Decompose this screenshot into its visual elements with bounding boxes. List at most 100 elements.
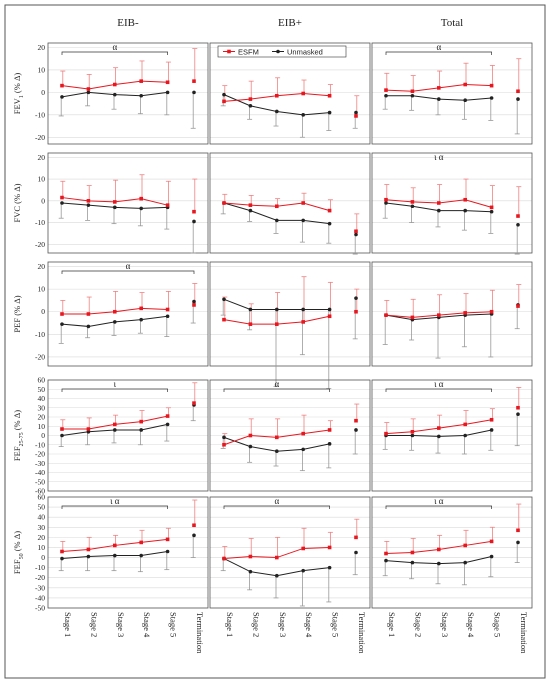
unmasked-point: [384, 558, 388, 563]
unmasked-point: [327, 221, 332, 226]
y-tick-label: -30: [35, 583, 45, 592]
esfm-point: [113, 422, 117, 427]
unmasked-point: [275, 109, 279, 114]
esfm-point: [222, 99, 226, 104]
esfm-point: [301, 431, 305, 436]
unmasked-point: [222, 297, 226, 302]
esfm-point: [192, 209, 196, 214]
esfm-point: [139, 79, 143, 83]
unmasked-point: [113, 92, 117, 97]
y-tick-label: 0: [41, 553, 45, 562]
y-tick-label: -10: [35, 218, 45, 227]
y-tick-label: -40: [35, 468, 45, 477]
esfm-point: [222, 442, 226, 447]
unmasked-point: [327, 565, 332, 570]
panel-frame: [371, 42, 533, 145]
y-tick-label: 10: [38, 422, 46, 431]
significance-label: ι α: [434, 496, 444, 506]
panel-frame: [209, 496, 371, 609]
y-tick-label: -20: [35, 450, 45, 459]
esfm-point: [463, 422, 467, 427]
unmasked-point: [489, 554, 494, 559]
esfm-point: [437, 547, 441, 552]
unmasked-point: [463, 98, 468, 103]
unmasked-point: [139, 317, 143, 322]
esfm-point: [275, 93, 279, 98]
esfm-point: [165, 537, 170, 542]
unmasked-point: [165, 549, 170, 554]
y-tick-label: 20: [38, 153, 46, 162]
unmasked-point: [86, 430, 91, 434]
unmasked-point: [192, 533, 196, 538]
esfm-point: [410, 430, 415, 434]
unmasked-point: [354, 296, 358, 300]
panel-frame: [371, 261, 533, 367]
unmasked-point: [516, 412, 520, 417]
esfm-point: [248, 322, 253, 326]
x-tick-label: Stage 5: [493, 612, 503, 637]
unmasked-point: [60, 556, 64, 561]
esfm-point: [489, 539, 494, 544]
significance-bracket: [385, 388, 492, 392]
legend-esfm-marker: [227, 49, 231, 54]
significance-label: α: [126, 261, 131, 271]
unmasked-point: [139, 93, 143, 98]
unmasked-point: [113, 428, 117, 432]
y-tick-label: -50: [35, 477, 45, 486]
esfm-point: [86, 199, 91, 203]
esfm-point: [192, 523, 196, 528]
y-axis-label: FVC (% Δ): [12, 183, 22, 222]
significance-label: ι: [114, 379, 117, 389]
esfm-point: [86, 312, 91, 316]
significance-label: α: [436, 42, 441, 52]
esfm-point: [165, 80, 170, 85]
y-tick-label: 10: [38, 175, 46, 184]
panel-frame: [47, 261, 209, 367]
y-axis-label: FEF50 (% Δ): [12, 531, 25, 574]
y-axis-label: FEF25-75 (% Δ): [12, 410, 25, 461]
unmasked-point: [463, 560, 468, 565]
unmasked-point: [516, 97, 520, 101]
y-tick-label: 20: [38, 533, 46, 542]
unmasked-point: [275, 218, 279, 223]
unmasked-point: [248, 208, 253, 213]
esfm-point: [139, 196, 143, 201]
esfm-point: [248, 433, 253, 438]
esfm-point: [222, 556, 226, 561]
y-tick-label: 20: [38, 43, 46, 52]
y-tick-label: -10: [35, 440, 45, 449]
unmasked-point: [384, 93, 388, 98]
esfm-point: [113, 82, 117, 87]
x-tick-label: Termination: [195, 612, 205, 654]
y-tick-label: 0: [41, 307, 45, 316]
esfm-point: [165, 414, 170, 418]
unmasked-point: [248, 444, 253, 449]
x-tick-label: Termination: [519, 612, 529, 654]
esfm-point: [86, 547, 91, 552]
y-tick-label: -20: [35, 133, 45, 142]
unmasked-point: [60, 95, 64, 99]
unmasked-point: [113, 320, 117, 324]
panel-frame: [209, 42, 371, 145]
y-tick-label: 60: [38, 493, 46, 502]
y-tick-label: 0: [41, 88, 45, 97]
y-tick-label: 10: [38, 285, 46, 294]
y-tick-label: 20: [38, 262, 46, 271]
y-tick-label: -40: [35, 593, 45, 602]
esfm-point: [113, 309, 117, 314]
esfm-point: [489, 83, 494, 88]
esfm-point: [248, 97, 253, 101]
x-tick-label: Stage 4: [142, 612, 152, 638]
legend-unmasked-label: Unmasked: [287, 47, 323, 56]
y-tick-label: -30: [35, 459, 45, 468]
esfm-point: [192, 79, 196, 83]
significance-bracket: [385, 505, 492, 509]
unmasked-point: [354, 428, 358, 432]
unmasked-point: [60, 322, 64, 326]
unmasked-line: [223, 558, 330, 577]
unmasked-point: [86, 90, 91, 95]
unmasked-point: [275, 307, 279, 312]
outer-frame: [4, 4, 546, 679]
esfm-point: [463, 311, 467, 315]
unmasked-point: [113, 205, 117, 210]
